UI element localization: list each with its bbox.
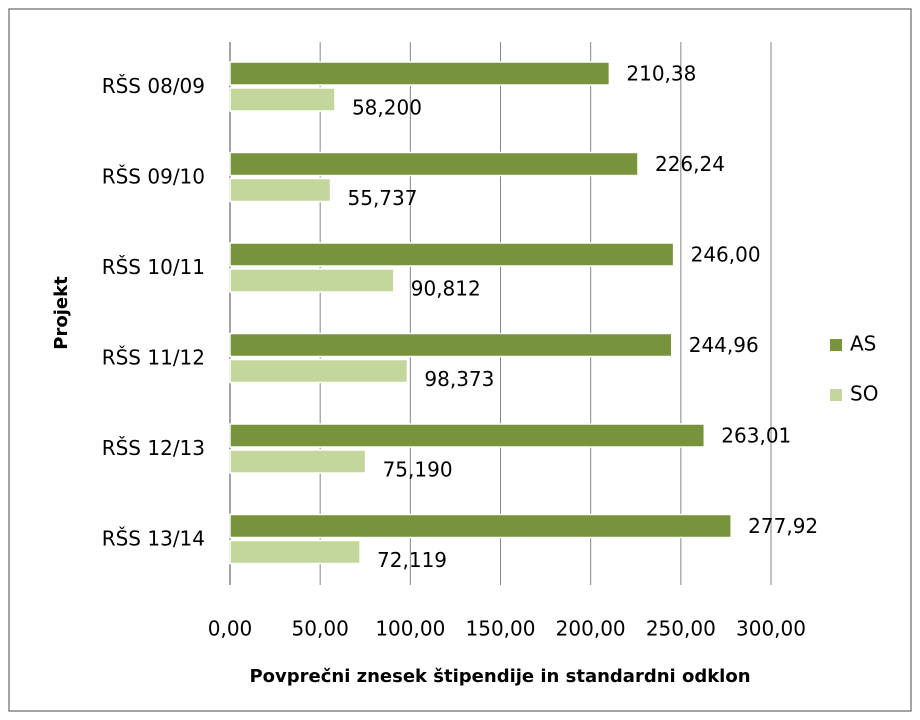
data-label: 226,24: [655, 152, 725, 176]
x-tick-label: 250,00: [646, 617, 716, 641]
bar: [229, 513, 732, 539]
data-label: 72,119: [377, 548, 447, 572]
bar: [229, 268, 395, 293]
bar: [229, 87, 336, 112]
legend-swatch: [830, 339, 842, 351]
y-tick-label: RŠS 09/10: [102, 164, 205, 188]
x-axis-title: Povprečni znesek štipendije in standardn…: [249, 666, 750, 687]
x-tick-label: 300,00: [736, 617, 806, 641]
bar: [229, 151, 639, 177]
bar: [229, 423, 706, 448]
data-label: 75,190: [383, 458, 453, 482]
legend-label: AS: [850, 332, 876, 356]
chart-frame: [8, 8, 912, 712]
bar: [229, 61, 611, 86]
legend-swatch: [830, 389, 842, 401]
y-tick-label: RŠS 08/09: [102, 74, 205, 98]
data-label: 58,200: [352, 96, 422, 120]
data-label: 277,92: [748, 514, 818, 538]
bar: [229, 449, 367, 474]
bar: [229, 332, 673, 358]
y-tick-label: RŠS 12/13: [102, 436, 205, 460]
data-label: 90,812: [411, 277, 481, 301]
bar: [229, 177, 332, 203]
y-tick-label: RŠS 10/11: [102, 255, 205, 279]
bar: [229, 358, 409, 384]
legend-label: SO: [850, 382, 878, 406]
bar: [229, 539, 361, 565]
data-label: 55,737: [348, 186, 418, 210]
x-tick-label: 200,00: [556, 617, 626, 641]
y-tick-label: RŠS 13/14: [102, 526, 205, 550]
x-tick-label: 50,00: [292, 617, 349, 641]
data-label: 244,96: [689, 333, 759, 357]
data-label: 246,00: [691, 243, 761, 267]
x-tick-label: 0,00: [208, 617, 253, 641]
y-axis-title: Projekt: [51, 276, 72, 350]
x-tick-label: 150,00: [466, 617, 536, 641]
data-label: 98,373: [424, 367, 494, 391]
data-label: 263,01: [721, 424, 791, 448]
x-tick-label: 100,00: [375, 617, 445, 641]
data-label: 210,38: [626, 62, 696, 86]
bar: [229, 242, 675, 267]
y-tick-label: RŠS 11/12: [102, 345, 205, 369]
